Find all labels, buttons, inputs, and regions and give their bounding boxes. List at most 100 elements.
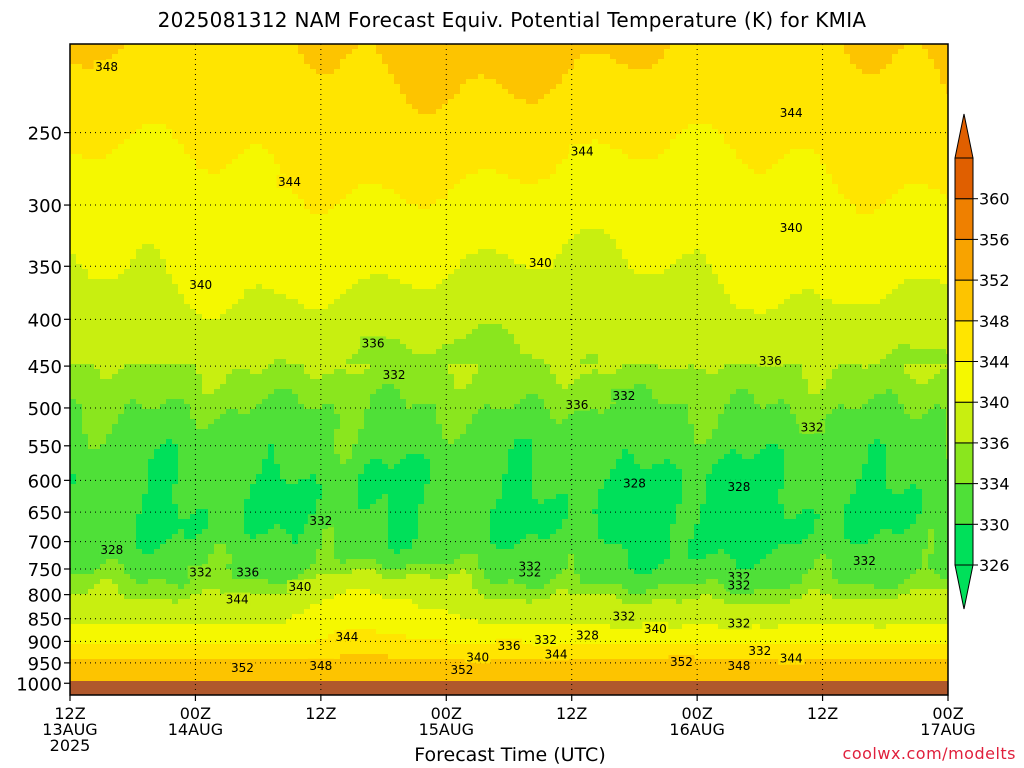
contour-label-bg [778, 651, 805, 665]
x-tick-label: 12Z [556, 704, 587, 723]
contour-label: 332 [613, 389, 636, 403]
contour-label-bg [286, 580, 313, 594]
y-tick-label: 850 [28, 610, 62, 631]
contour-label: 352 [451, 663, 474, 677]
contour-label-bg [187, 565, 214, 579]
credit-text: coolwx.com/modelts [842, 744, 1016, 763]
colorbar-label: 334 [979, 475, 1010, 494]
contour-label: 344 [780, 652, 803, 666]
colorbar-swatch [954, 483, 974, 525]
colorbar-swatch [954, 198, 974, 240]
contour-label-bg [746, 644, 773, 658]
contour-label-bg [234, 565, 261, 579]
contour-label: 332 [189, 566, 212, 580]
contour-label-bg [725, 659, 752, 673]
contour-label: 344 [336, 630, 359, 644]
ground-band [70, 681, 948, 695]
y-tick-label: 700 [28, 533, 62, 554]
colorbar-swatch [954, 361, 974, 403]
contour-label-bg [668, 655, 695, 669]
x-axis-label: Forecast Time (UTC) [414, 744, 606, 766]
contour-label-bg [543, 647, 570, 661]
y-tick-label: 650 [28, 503, 62, 524]
contour-label: 344 [780, 106, 803, 120]
contour-label: 352 [231, 661, 254, 675]
colorbar-label: 348 [979, 312, 1010, 331]
y-tick-label: 350 [28, 257, 62, 278]
y-tick-label: 950 [28, 654, 62, 675]
contour-label-bg [725, 616, 752, 630]
contour-label: 332 [853, 554, 876, 568]
contour-label-bg [516, 559, 543, 573]
contour-label-bg [532, 633, 559, 647]
contour-label-bg [229, 660, 256, 674]
contour-label: 340 [189, 278, 212, 292]
x-tick-label: 13AUG [42, 720, 97, 739]
contour-label-bg [569, 144, 596, 158]
contour-label: 336 [498, 639, 521, 653]
x-tick-label: 12Z [305, 704, 336, 723]
theta-e-field [70, 44, 949, 696]
x-tick-label: 00Z [681, 704, 712, 723]
contour-label-bg [333, 629, 360, 643]
contour-label-bg [464, 650, 491, 664]
contour-label-bg [93, 60, 120, 74]
contour-label: 344 [226, 593, 249, 607]
contour-label-bg [642, 621, 669, 635]
contour-label: 332 [613, 609, 636, 623]
colorbar-label: 360 [979, 190, 1010, 209]
y-tick-label: 550 [28, 437, 62, 458]
contour-label: 332 [309, 514, 332, 528]
colorbar-swatch [954, 238, 974, 281]
contour-label: 344 [571, 144, 594, 158]
contour-label-bg [725, 578, 752, 592]
contour-label: 328 [100, 543, 123, 557]
contour-label: 344 [545, 647, 568, 661]
contour-label: 340 [466, 650, 489, 664]
y-tick-label: 300 [28, 196, 62, 217]
contour-label: 344 [278, 175, 301, 189]
contour-label-bg [610, 609, 637, 623]
contour-label-bg [448, 662, 475, 676]
contour-label-bg [381, 367, 408, 381]
y-tick-label: 450 [28, 357, 62, 378]
contour-label-bg [621, 476, 648, 490]
contour-label-bg [851, 553, 878, 567]
contour-label-bg [496, 638, 522, 652]
contour-label-bg [276, 174, 303, 188]
x-tick-label: 00Z [180, 704, 211, 723]
contour-label: 336 [565, 398, 588, 412]
colorbar-below-arrow [954, 564, 974, 610]
colorbar-label: 330 [979, 515, 1010, 534]
contour-label: 332 [801, 420, 824, 434]
x-tick-label: 00Z [431, 704, 462, 723]
contour-label: 328 [623, 477, 646, 491]
contour-label-bg [778, 106, 805, 120]
contour-label: 336 [362, 336, 385, 350]
contour-label-bg [307, 658, 334, 672]
contour-label-bg [778, 221, 805, 235]
contour-label: 352 [670, 655, 693, 669]
contour-label-bg [563, 397, 590, 411]
contour-label-bg [224, 592, 251, 606]
x-tick-label: 14AUG [168, 720, 223, 739]
x-tick-label: 00Z [932, 704, 963, 723]
contour-label-bg [98, 543, 125, 557]
contour-label: 336 [759, 354, 782, 368]
colorbar-label: 356 [979, 230, 1010, 249]
contour-label: 328 [727, 480, 750, 494]
contour-label-bg [610, 388, 637, 402]
plot-frame [69, 43, 949, 696]
y-tick-label: 750 [28, 560, 62, 581]
contour-label: 332 [727, 616, 750, 630]
contour-label: 348 [309, 659, 332, 673]
y-tick-label: 600 [28, 471, 62, 492]
x-tick-label: 15AUG [419, 720, 474, 739]
contour-label: 332 [727, 579, 750, 593]
x-tick-label: 2025 [50, 736, 91, 755]
colorbar-label: 344 [979, 353, 1010, 372]
y-tick-label: 800 [28, 586, 62, 607]
colorbar-swatch [954, 279, 974, 322]
contour-label: 332 [518, 559, 541, 573]
colorbar-label: 352 [979, 271, 1010, 290]
